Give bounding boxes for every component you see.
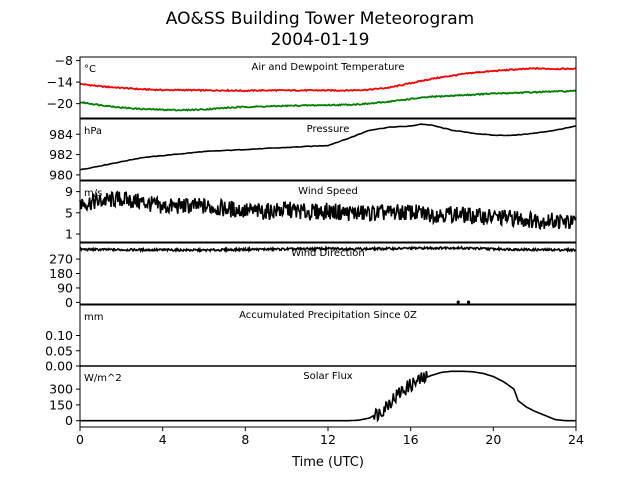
unit-label-temperature: °C (84, 64, 96, 75)
y-tick-label-pressure: 980 (49, 167, 73, 182)
series-line-temperature (79, 89, 577, 112)
panel-title-wind_direction: Wind Direction (291, 248, 365, 259)
x-tick-label: 12 (320, 432, 336, 447)
y-tick-label-precipitation: 0.10 (45, 328, 73, 343)
wind-direction-point (456, 300, 460, 304)
y-tick-label-wind_direction: 90 (57, 280, 73, 295)
y-tick-label-pressure: 982 (49, 147, 73, 162)
panel-title-precipitation: Accumulated Precipitation Since 0Z (239, 310, 417, 321)
panel-title-solar_flux: Solar Flux (303, 371, 353, 382)
series-line-wind_direction (79, 245, 577, 254)
y-tick-label-temperature: −8 (55, 53, 73, 68)
x-axis-label: Time (UTC) (291, 455, 364, 470)
series-line-wind_speed (79, 190, 577, 231)
x-tick-label: 4 (159, 432, 167, 447)
x-tick-label: 8 (241, 432, 249, 447)
y-tick-label-temperature: −20 (47, 96, 73, 111)
y-tick-label-solar_flux: 0 (65, 413, 73, 428)
panel-title-pressure: Pressure (307, 124, 350, 135)
x-tick-label: 16 (403, 432, 419, 447)
panel-temperature: −8 −14 −20 °C Air and Dewpoint Temperature (47, 53, 577, 119)
unit-label-solar_flux: W/m^2 (84, 373, 122, 384)
y-tick-label-wind_speed: 1 (65, 227, 73, 242)
unit-label-wind_speed: m/s (84, 188, 102, 199)
y-tick-label-wind_speed: 9 (65, 184, 73, 199)
panel-title-temperature: Air and Dewpoint Temperature (252, 62, 405, 73)
y-tick-label-wind_direction: 0 (65, 295, 73, 310)
y-tick-label-precipitation: 0.00 (45, 359, 73, 374)
y-tick-label-solar_flux: 300 (49, 382, 73, 397)
panel-frame-wind_speed (79, 180, 577, 243)
series-line-temperature (79, 67, 577, 93)
y-tick-label-solar_flux: 150 (49, 397, 73, 412)
y-tick-label-temperature: −14 (47, 75, 73, 90)
y-tick-label-precipitation: 0.05 (45, 343, 73, 358)
panel-frame-temperature (79, 56, 577, 119)
x-tick-label: 0 (76, 432, 84, 447)
panels-group: −8−14−20°C Air and Dewpoint Temperature98… (45, 53, 584, 447)
y-tick-label-wind_speed: 5 (65, 205, 73, 220)
series-line-pressure (79, 123, 577, 171)
x-tick-label: 20 (485, 432, 501, 447)
panel-title-wind_speed: Wind Speed (298, 186, 358, 197)
unit-label-pressure: hPa (84, 126, 102, 137)
y-tick-label-wind_direction: 270 (49, 252, 73, 267)
unit-label-precipitation: mm (84, 312, 103, 323)
wind-direction-point (466, 300, 471, 304)
y-tick-label-wind_direction: 180 (49, 266, 73, 281)
panel-pressure: 984 982 980 hPa Pressure (49, 118, 577, 182)
panel-precipitation: 0.100.050.00 mm Accumulated Precipitation … (45, 304, 577, 374)
panel-wind_speed: 9 5 1 m/s Wind Speed (65, 180, 577, 243)
x-tick-label: 24 (568, 432, 584, 447)
series-line-solar_flux (80, 370, 576, 423)
y-tick-label-pressure: 984 (49, 127, 73, 142)
chart-title-line-1: AO&SS Building Tower Meteorogram (166, 9, 474, 29)
panel-frame-wind_direction (79, 242, 577, 305)
panel-frame-pressure (79, 118, 577, 181)
chart-title-line-2: 2004-01-19 (271, 30, 370, 50)
